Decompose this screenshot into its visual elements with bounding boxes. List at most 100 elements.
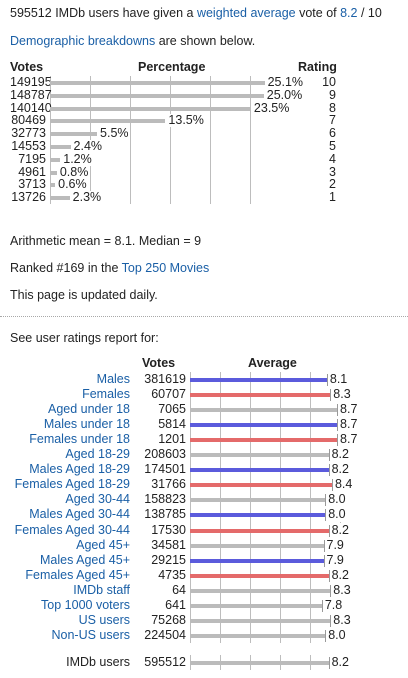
histogram-rating: 4: [329, 151, 336, 166]
histogram-rating: 9: [329, 87, 336, 102]
report-row-label[interactable]: Males under 18: [43, 417, 130, 432]
histogram-votes: 149195: [10, 75, 52, 89]
report-row-average: 8.2: [329, 462, 349, 478]
histogram-votes: 140140: [10, 100, 52, 115]
average-marker: [328, 656, 330, 669]
average-marker: [328, 449, 330, 462]
histogram-votes: 7195: [18, 151, 46, 166]
report-row-label[interactable]: Females: [82, 387, 130, 402]
report-votes-header: Votes: [142, 356, 176, 370]
report-row-bar: [190, 558, 324, 563]
report-row-average: 8.3: [331, 387, 351, 403]
average-marker: [337, 419, 339, 432]
report-row-average: 8.2: [329, 447, 349, 463]
report-row-bar: [190, 528, 329, 533]
report-row-bar: [190, 543, 324, 548]
report-row-bar: [190, 408, 338, 413]
top-250-link[interactable]: Top 250 Movies: [121, 261, 210, 275]
report-row-average: 8.0: [326, 507, 346, 523]
histogram-gridline: [170, 76, 171, 204]
report-row-label[interactable]: Non-US users: [51, 627, 131, 642]
section-divider: [0, 316, 408, 317]
report-row-label[interactable]: Top 1000 voters: [41, 597, 130, 612]
report-row-votes: 75268: [151, 612, 186, 627]
histogram-rating: 3: [329, 164, 336, 179]
report-row-votes: 381619: [144, 372, 186, 386]
users-count: 595512: [10, 6, 52, 20]
average-marker: [330, 614, 332, 627]
report-row-votes: 208603: [144, 447, 186, 462]
report-row-average: 8.4: [332, 477, 353, 493]
histogram-bar: [50, 145, 71, 149]
histogram-gridline: [250, 76, 251, 204]
report-row-label[interactable]: Females Aged 18-29: [14, 477, 130, 492]
weighted-average-link[interactable]: weighted average: [196, 6, 296, 20]
histogram-percent: 5.5%: [99, 126, 130, 141]
report-gridline: [280, 372, 281, 643]
report-row-label[interactable]: US users: [78, 612, 130, 627]
summary-line: 595512 IMDb users have given a weighted …: [10, 6, 382, 20]
histogram-percent: 2.3%: [71, 190, 103, 205]
total-bar: [190, 660, 329, 665]
rating-link[interactable]: 8.2: [340, 6, 358, 20]
report-row-label[interactable]: Aged 30-44: [65, 492, 130, 507]
histogram-rating: 8: [329, 100, 336, 115]
histogram-rating: 5: [329, 139, 336, 153]
histogram-percent: 1.2%: [62, 151, 93, 166]
report-row-bar: [190, 453, 329, 458]
report-row-average: 8.1: [327, 372, 348, 387]
report-row-bar: [190, 438, 338, 443]
report-row-votes: 64: [172, 582, 186, 597]
report-row-label[interactable]: Aged under 18: [47, 402, 130, 417]
histogram-rating: 1: [329, 190, 336, 205]
average-marker: [337, 404, 339, 417]
histogram-rating: 2: [329, 177, 336, 192]
histogram-votes: 3713: [18, 177, 46, 192]
report-row-label[interactable]: Males: [96, 372, 130, 386]
report-row-bar: [190, 588, 331, 593]
report-row-votes: 138785: [144, 507, 186, 522]
histogram-rating: 6: [329, 126, 336, 141]
histogram-percent: 25.0%: [265, 87, 304, 102]
report-row-votes: 31766: [151, 477, 186, 492]
report-gridline: [250, 372, 251, 643]
average-marker: [331, 479, 333, 492]
report-row-label[interactable]: Males Aged 30-44: [29, 507, 130, 522]
histogram-gridline: [130, 76, 131, 204]
histogram-gridline: [50, 76, 51, 204]
report-row-label[interactable]: Males Aged 45+: [40, 552, 130, 567]
report-row-label[interactable]: Males Aged 18-29: [29, 462, 130, 477]
histogram-bar: [50, 196, 70, 201]
report-row-bar: [190, 393, 331, 398]
histogram-votes: 80469: [11, 113, 46, 128]
report-row-label[interactable]: Females Aged 45+: [25, 567, 130, 582]
histogram-bar: [50, 170, 57, 175]
report-row-label[interactable]: Aged 18-29: [65, 447, 130, 462]
average-marker: [325, 509, 327, 522]
report-row-average: 8.7: [338, 417, 358, 433]
histogram-rating: 10: [322, 75, 336, 89]
histogram-bar: [50, 81, 265, 85]
ranked-line: Ranked #169 in the Top 250 Movies: [10, 261, 210, 275]
report-row-label[interactable]: IMDb staff: [73, 582, 130, 597]
report-row-average: 8.0: [326, 492, 346, 508]
report-row-votes: 17530: [151, 522, 186, 537]
rating-header: Rating: [298, 60, 337, 74]
average-marker: [328, 569, 330, 582]
demographic-breakdowns-link[interactable]: Demographic breakdowns: [10, 34, 156, 48]
total-average: 8.2: [329, 654, 349, 670]
report-intro: See user ratings report for:: [10, 331, 159, 345]
report-row-label[interactable]: Aged 45+: [76, 537, 130, 552]
average-marker: [328, 524, 330, 537]
report-row-average: 8.2: [329, 567, 349, 583]
updated-note: This page is updated daily.: [10, 288, 158, 302]
report-row-average: 8.0: [326, 627, 346, 643]
total-label: IMDb users: [66, 654, 130, 669]
report-row-average: 7.9: [324, 537, 344, 553]
histogram-percent: 2.4%: [72, 139, 104, 153]
report-row-votes: 174501: [144, 462, 186, 477]
average-marker: [325, 629, 327, 642]
report-row-label[interactable]: Females under 18: [29, 432, 130, 447]
report-row-bar: [190, 378, 327, 382]
report-row-label[interactable]: Females Aged 30-44: [14, 522, 130, 537]
